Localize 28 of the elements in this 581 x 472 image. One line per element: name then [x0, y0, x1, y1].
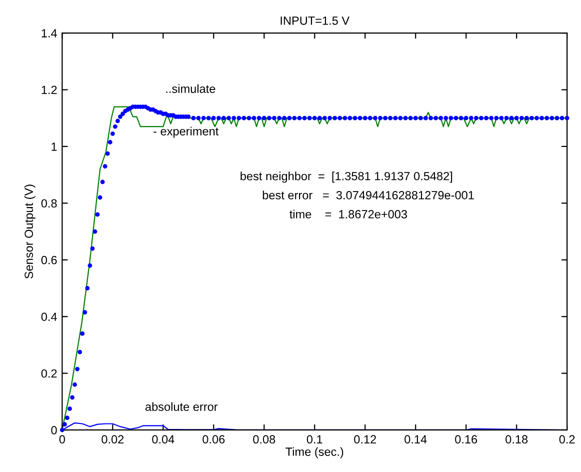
annotation: - experiment	[154, 126, 219, 138]
annotation: best error = 3.074944162881279e-001	[262, 190, 474, 200]
y-tick-label: 0	[51, 426, 57, 434]
x-tick-label: 0.06	[202, 435, 225, 444]
y-tick-label: 0.6	[41, 256, 57, 264]
annotation: ..simulate	[166, 84, 216, 93]
y-tick-label: 1	[52, 142, 57, 151]
x-tick-label: 0.04	[152, 435, 174, 444]
y-tick-label: 1.4	[42, 29, 57, 38]
y-tick-label: 0.2	[41, 369, 57, 378]
annotation: absolute error	[145, 402, 218, 411]
x-tick-label: 0.08	[253, 435, 276, 444]
x-tick-label: 0.2	[559, 435, 575, 444]
y-tick-label: 1.2	[42, 86, 57, 94]
x-tick-label: 0.16	[455, 435, 478, 444]
x-tick-label: 0.12	[354, 435, 376, 444]
annotation: time = 1.8672e+003	[290, 210, 407, 218]
x-tick-label: 0.14	[404, 435, 427, 444]
y-tick-label: 0.8	[41, 199, 57, 208]
x-axis-title: Time (sec.)	[286, 447, 344, 458]
x-tick-label: 0.1	[306, 435, 322, 444]
chart-title: INPUT=1.5 V	[280, 16, 350, 25]
x-tick-label: 0.18	[506, 435, 528, 444]
y-tick-label: 0.4	[41, 312, 57, 321]
annotation: best neighbor = [1.3581 1.9137 0.5482]	[240, 172, 452, 183]
x-tick-label: 0.02	[102, 435, 124, 444]
y-axis-title: Sensor Output (V)	[24, 184, 36, 279]
x-tick-label: 0	[59, 435, 65, 444]
